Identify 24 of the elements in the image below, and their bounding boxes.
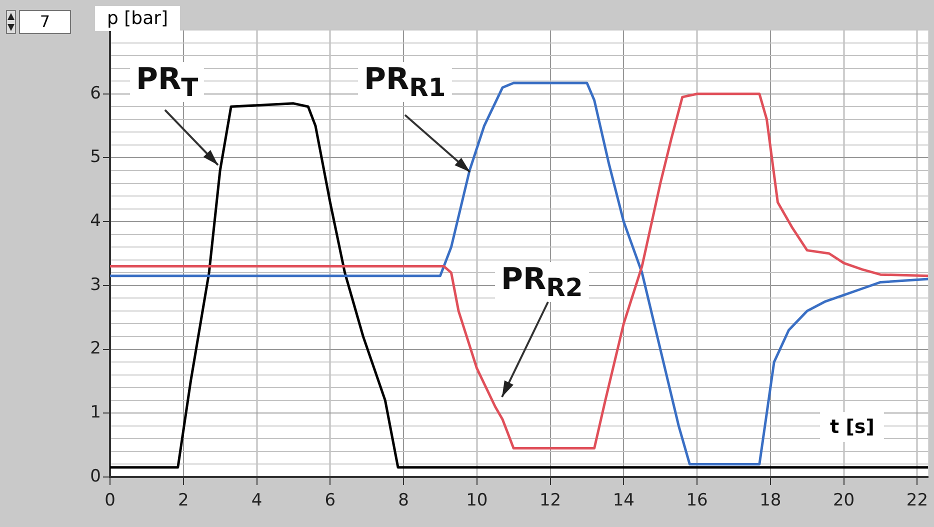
series-label: PR$_{R1}$ <box>358 62 452 102</box>
y-tick-label: 0 <box>90 466 101 486</box>
x-tick-label: 2 <box>178 490 189 511</box>
x-tick-label: 22 <box>906 490 928 511</box>
y-axis-title: p [bar] <box>95 6 180 31</box>
y-tick-label: 4 <box>90 210 101 231</box>
y-tick-label: 2 <box>90 338 101 359</box>
y-tick-label: 1 <box>90 402 101 423</box>
x-tick-label: 20 <box>832 490 855 511</box>
x-tick-label: 6 <box>324 490 336 511</box>
x-tick-label: 10 <box>466 490 488 511</box>
x-tick-label: 0 <box>104 490 116 511</box>
y-tick-label: 6 <box>90 83 101 104</box>
x-tick-label: 4 <box>251 490 262 511</box>
x-tick-label: 12 <box>539 490 562 511</box>
x-tick-label: 14 <box>612 490 634 511</box>
series-label: PR$_{T}$ <box>130 62 204 102</box>
y-tick-label: 3 <box>90 274 101 295</box>
series-label: PR$_{R2}$ <box>495 262 589 302</box>
y-tick-label: 5 <box>90 147 101 168</box>
x-tick-label: 8 <box>398 490 409 511</box>
x-tick-label: 16 <box>686 490 708 511</box>
x-axis-title: t [s] <box>820 412 884 442</box>
x-tick-label: 18 <box>760 490 782 511</box>
